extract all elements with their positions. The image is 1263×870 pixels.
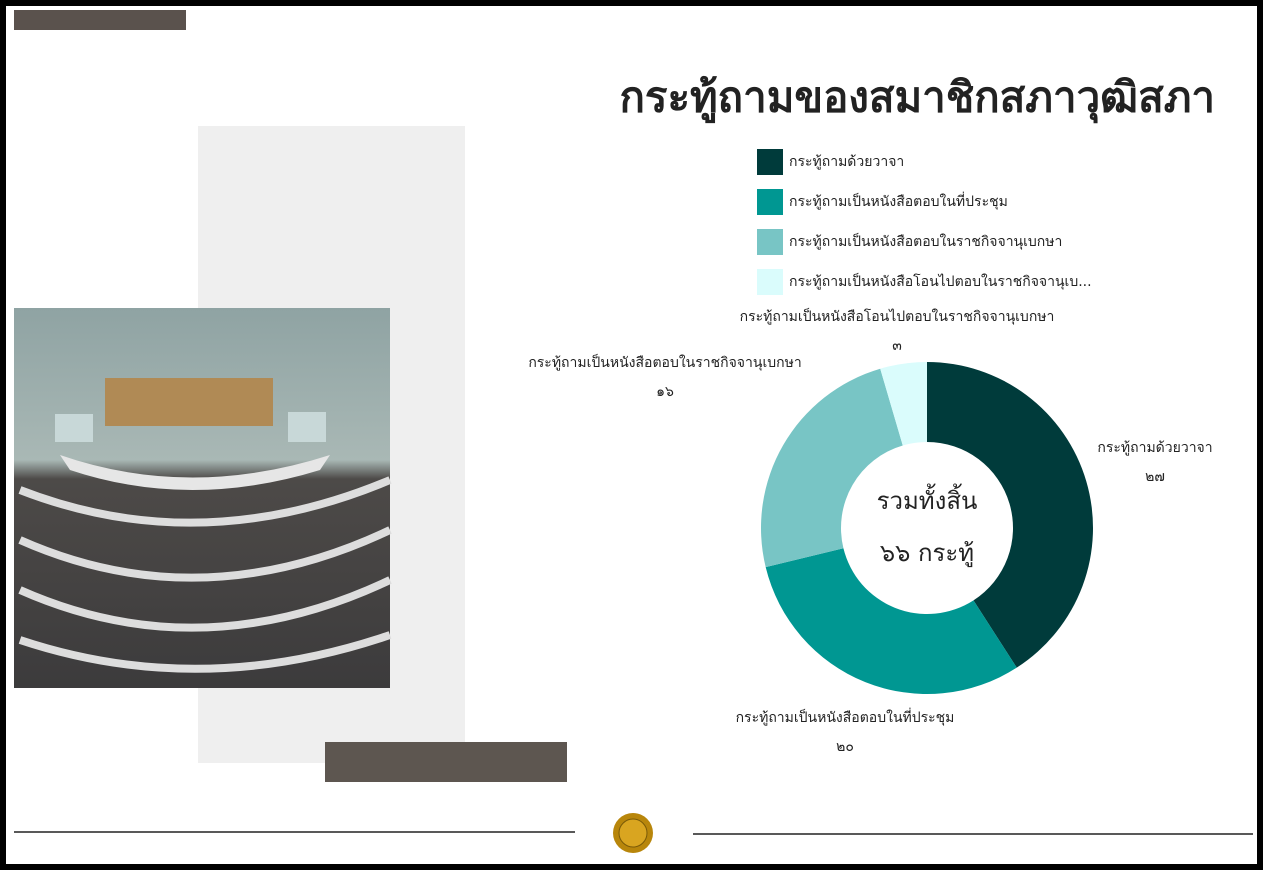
logo: [613, 813, 653, 853]
center-text: รวมทั้งสิ้น: [877, 483, 978, 515]
legend-label: กระทู้ถามด้วยวาจา: [789, 154, 904, 170]
value-label: ๒๐: [836, 739, 854, 755]
value-label: ๒๗: [1145, 469, 1165, 485]
value-label: ๓: [892, 338, 902, 354]
donut-slice: [880, 362, 927, 446]
value-label: ๑๖: [656, 384, 674, 400]
legend-swatch: [757, 269, 783, 295]
chart: กระทู้ถามของสมาชิกสภาวุฒิสภา กระทู้ถามด้…: [14, 10, 1253, 853]
legend-label: กระทู้ถามเป็นหนังสือโอนไปตอบในราชกิจจานุ…: [789, 272, 1092, 290]
slice-label: กระทู้ถามด้วยวาจา: [1097, 440, 1212, 456]
top-bar: [14, 10, 186, 30]
legend-swatch: [757, 149, 783, 175]
chart-title: กระทู้ถามของสมาชิกสภาวุฒิสภา: [619, 73, 1215, 124]
legend-swatch: [757, 189, 783, 215]
photo: [14, 308, 392, 688]
bottom-bar: [325, 742, 567, 782]
donut-slice: [765, 548, 1017, 694]
slice-label: กระทู้ถามเป็นหนังสือตอบในราชกิจจานุเบกษา: [528, 353, 801, 371]
center-text: ๖๖ กระทู้: [880, 539, 974, 568]
legend-label: กระทู้ถามเป็นหนังสือตอบในราชกิจจานุเบกษา: [789, 232, 1062, 250]
legend-label: กระทู้ถามเป็นหนังสือตอบในที่ประชุม: [789, 192, 1008, 210]
slice-label: กระทู้ถามเป็นหนังสือโอนไปตอบในราชกิจจานุ…: [740, 307, 1055, 325]
donut-slice: [927, 362, 1093, 668]
slice-label: กระทู้ถามเป็นหนังสือตอบในที่ประชุม: [736, 708, 955, 726]
donut-slice: [760, 368, 903, 568]
legend-swatch: [757, 229, 783, 255]
